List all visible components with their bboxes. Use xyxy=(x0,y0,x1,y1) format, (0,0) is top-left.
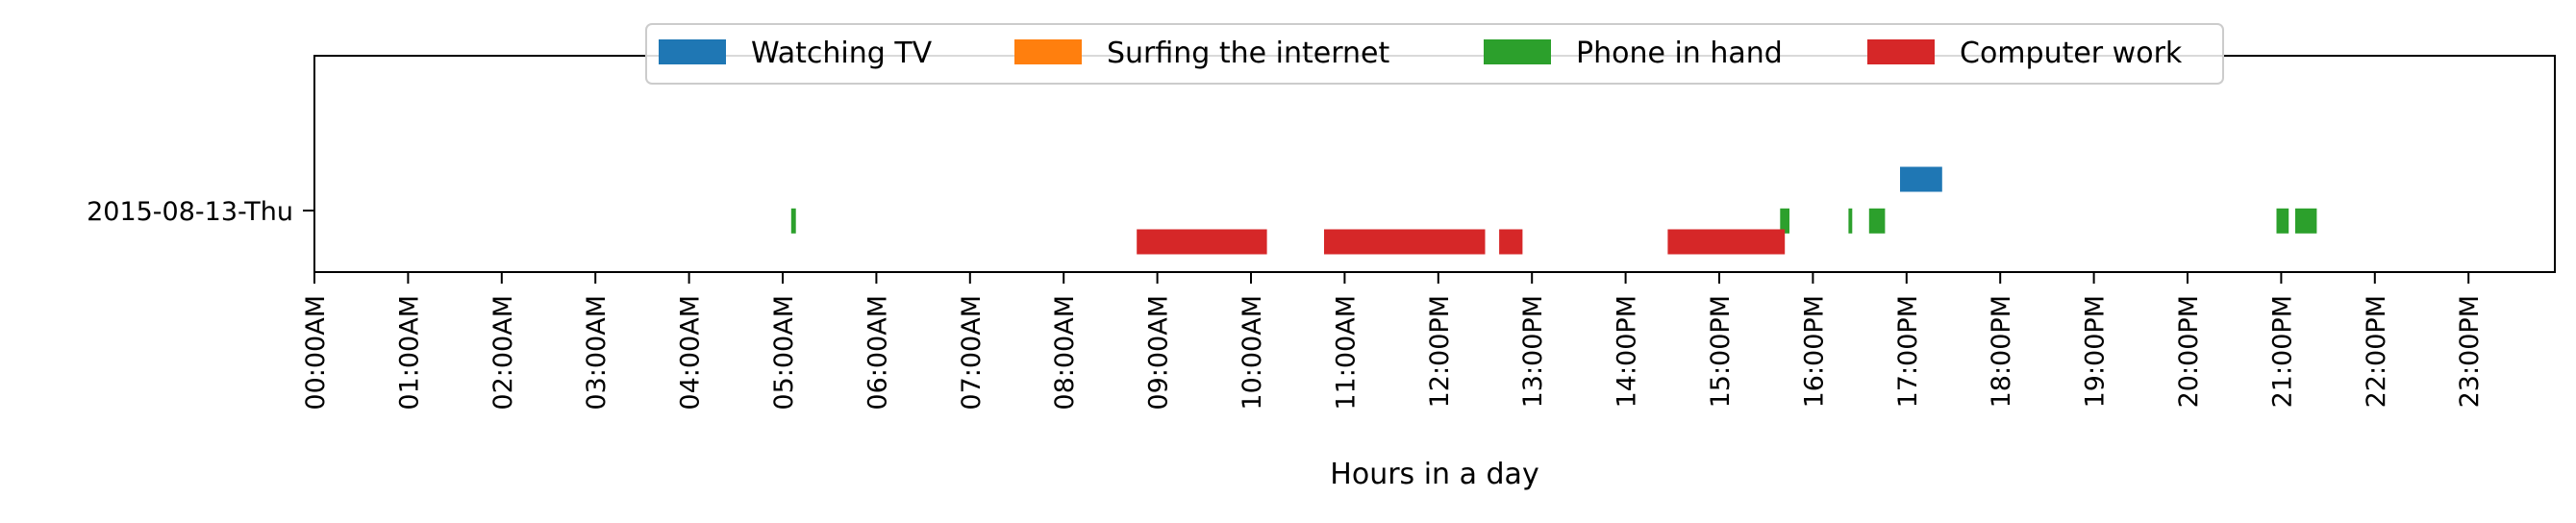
x-tick-label: 05:00AM xyxy=(769,295,799,411)
x-tick-label: 07:00AM xyxy=(957,295,987,411)
x-tick-label: 14:00PM xyxy=(1613,295,1642,408)
bar-computer-work-1 xyxy=(1324,229,1486,255)
bar-layer xyxy=(790,166,2317,255)
x-tick-label: 02:00AM xyxy=(488,295,518,411)
bar-phone-in-hand-5 xyxy=(2295,208,2317,234)
legend-swatch-surfing-the-internet xyxy=(1014,39,1082,64)
y-tick-label: 2015-08-13-Thu xyxy=(87,197,293,227)
legend-swatch-computer-work xyxy=(1867,39,1935,64)
legend-label-surfing-the-internet: Surfing the internet xyxy=(1107,37,1389,70)
bar-computer-work-2 xyxy=(1499,229,1523,255)
bar-phone-in-hand-1 xyxy=(1780,208,1789,234)
x-tick-label: 08:00AM xyxy=(1050,295,1080,411)
x-tick-label: 11:00AM xyxy=(1331,295,1361,411)
x-tick-label: 00:00AM xyxy=(301,295,331,411)
x-tick-label: 17:00PM xyxy=(1893,295,1923,408)
x-tick-label: 13:00PM xyxy=(1518,295,1548,408)
bar-phone-in-hand-2 xyxy=(1848,208,1853,234)
bar-phone-in-hand-4 xyxy=(2276,208,2289,234)
x-tick-label: 15:00PM xyxy=(1706,295,1736,408)
legend-label-watching-tv: Watching TV xyxy=(751,37,933,70)
y-axis: 2015-08-13-Thu xyxy=(87,197,314,227)
x-tick-label: 04:00AM xyxy=(676,295,706,411)
bar-computer-work-3 xyxy=(1667,229,1786,255)
x-tick-label: 12:00PM xyxy=(1425,295,1455,408)
x-tick-label: 01:00AM xyxy=(394,295,424,411)
x-tick-label: 09:00AM xyxy=(1144,295,1174,411)
bar-phone-in-hand-0 xyxy=(790,208,796,234)
bar-phone-in-hand-3 xyxy=(1868,208,1886,234)
x-tick-label: 22:00PM xyxy=(2362,295,2391,408)
legend-swatch-phone-in-hand xyxy=(1484,39,1551,64)
legend: Watching TV Surfing the internet Phone in … xyxy=(645,23,2224,85)
x-tick-label: 16:00PM xyxy=(1799,295,1829,408)
legend-label-computer-work: Computer work xyxy=(1960,37,2183,70)
legend-frame xyxy=(645,23,2224,85)
x-tick-label: 23:00PM xyxy=(2455,295,2485,408)
legend-swatch-watching-tv xyxy=(659,39,726,64)
x-tick-label: 10:00AM xyxy=(1238,295,1267,411)
legend-label-phone-in-hand: Phone in hand xyxy=(1576,37,1783,70)
x-tick-label: 06:00AM xyxy=(863,295,892,411)
bar-computer-work-0 xyxy=(1137,229,1267,255)
x-tick-label: 19:00PM xyxy=(2081,295,2111,408)
x-tick-label: 03:00AM xyxy=(582,295,612,411)
x-tick-label: 20:00PM xyxy=(2174,295,2204,408)
x-axis: 00:00AM 01:00AM 02:00AM 03:00AM 04:00AM 05:00… xyxy=(301,272,2485,411)
x-tick-label: 21:00PM xyxy=(2267,295,2297,408)
x-axis-label: Hours in a day xyxy=(1330,458,1538,491)
bar-watching-tv-0 xyxy=(1900,166,1942,192)
x-tick-label: 18:00PM xyxy=(1987,295,2016,408)
